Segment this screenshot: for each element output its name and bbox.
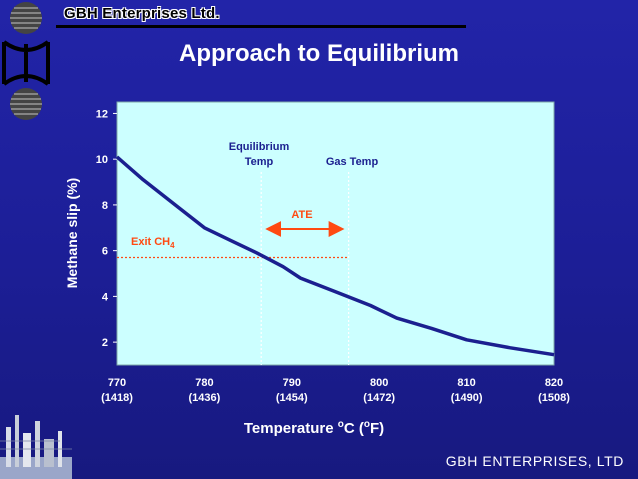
y-axis-title: Methane slip (%) <box>64 178 80 288</box>
equilibrium-temp-label-line1: Equilibrium <box>229 141 290 153</box>
y-tick-label-0: 2 <box>102 337 108 349</box>
x-tick-label-f-1: (1436) <box>189 392 221 404</box>
header-rule <box>56 25 466 28</box>
ate-label: ATE <box>291 209 312 221</box>
y-tick-labels: 2 4 6 8 10 12 <box>96 108 117 349</box>
y-tick-label-4: 10 <box>96 154 108 166</box>
x-tick-label-f-5: (1508) <box>538 392 570 404</box>
x-tick-label-f-4: (1490) <box>451 392 483 404</box>
refinery-illustration <box>0 415 72 479</box>
x-tick-labels: 770 (1418) 780 (1436) 790 (1454) 800 (1472) 810 (… <box>101 377 570 404</box>
y-tick-label-2: 6 <box>102 246 108 258</box>
x-tick-label-c-1: 780 <box>195 377 213 389</box>
x-tick-label-c-0: 770 <box>108 377 126 389</box>
chart-title: Approach to Equilibrium <box>179 40 459 67</box>
x-tick-label-f-3: (1472) <box>363 392 395 404</box>
footer-company-name: GBH ENTERPRISES, LTD <box>445 453 624 469</box>
x-tick-label-c-4: 810 <box>457 377 475 389</box>
plot-area <box>116 101 555 366</box>
y-tick-label-5: 12 <box>96 108 108 120</box>
x-tick-label-c-3: 800 <box>370 377 388 389</box>
x-tick-label-c-5: 820 <box>545 377 563 389</box>
company-logo <box>2 2 50 120</box>
x-tick-label-f-2: (1454) <box>276 392 308 404</box>
methane-slip-line <box>115 155 555 357</box>
equilibrium-temp-label-line2: Temp <box>245 156 274 168</box>
header-company-name: GBH Enterprises Ltd. <box>64 5 220 22</box>
guide-lines <box>117 172 350 365</box>
y-tick-label-3: 8 <box>102 200 108 212</box>
y-tick-label-1: 4 <box>102 291 109 303</box>
x-tick-label-f-0: (1418) <box>101 392 133 404</box>
gas-temp-label: Gas Temp <box>326 156 379 168</box>
exit-ch4-label: Exit CH4 <box>131 236 175 250</box>
x-axis-title: Temperature oC (oF) <box>244 419 384 437</box>
x-tick-label-c-2: 790 <box>283 377 301 389</box>
